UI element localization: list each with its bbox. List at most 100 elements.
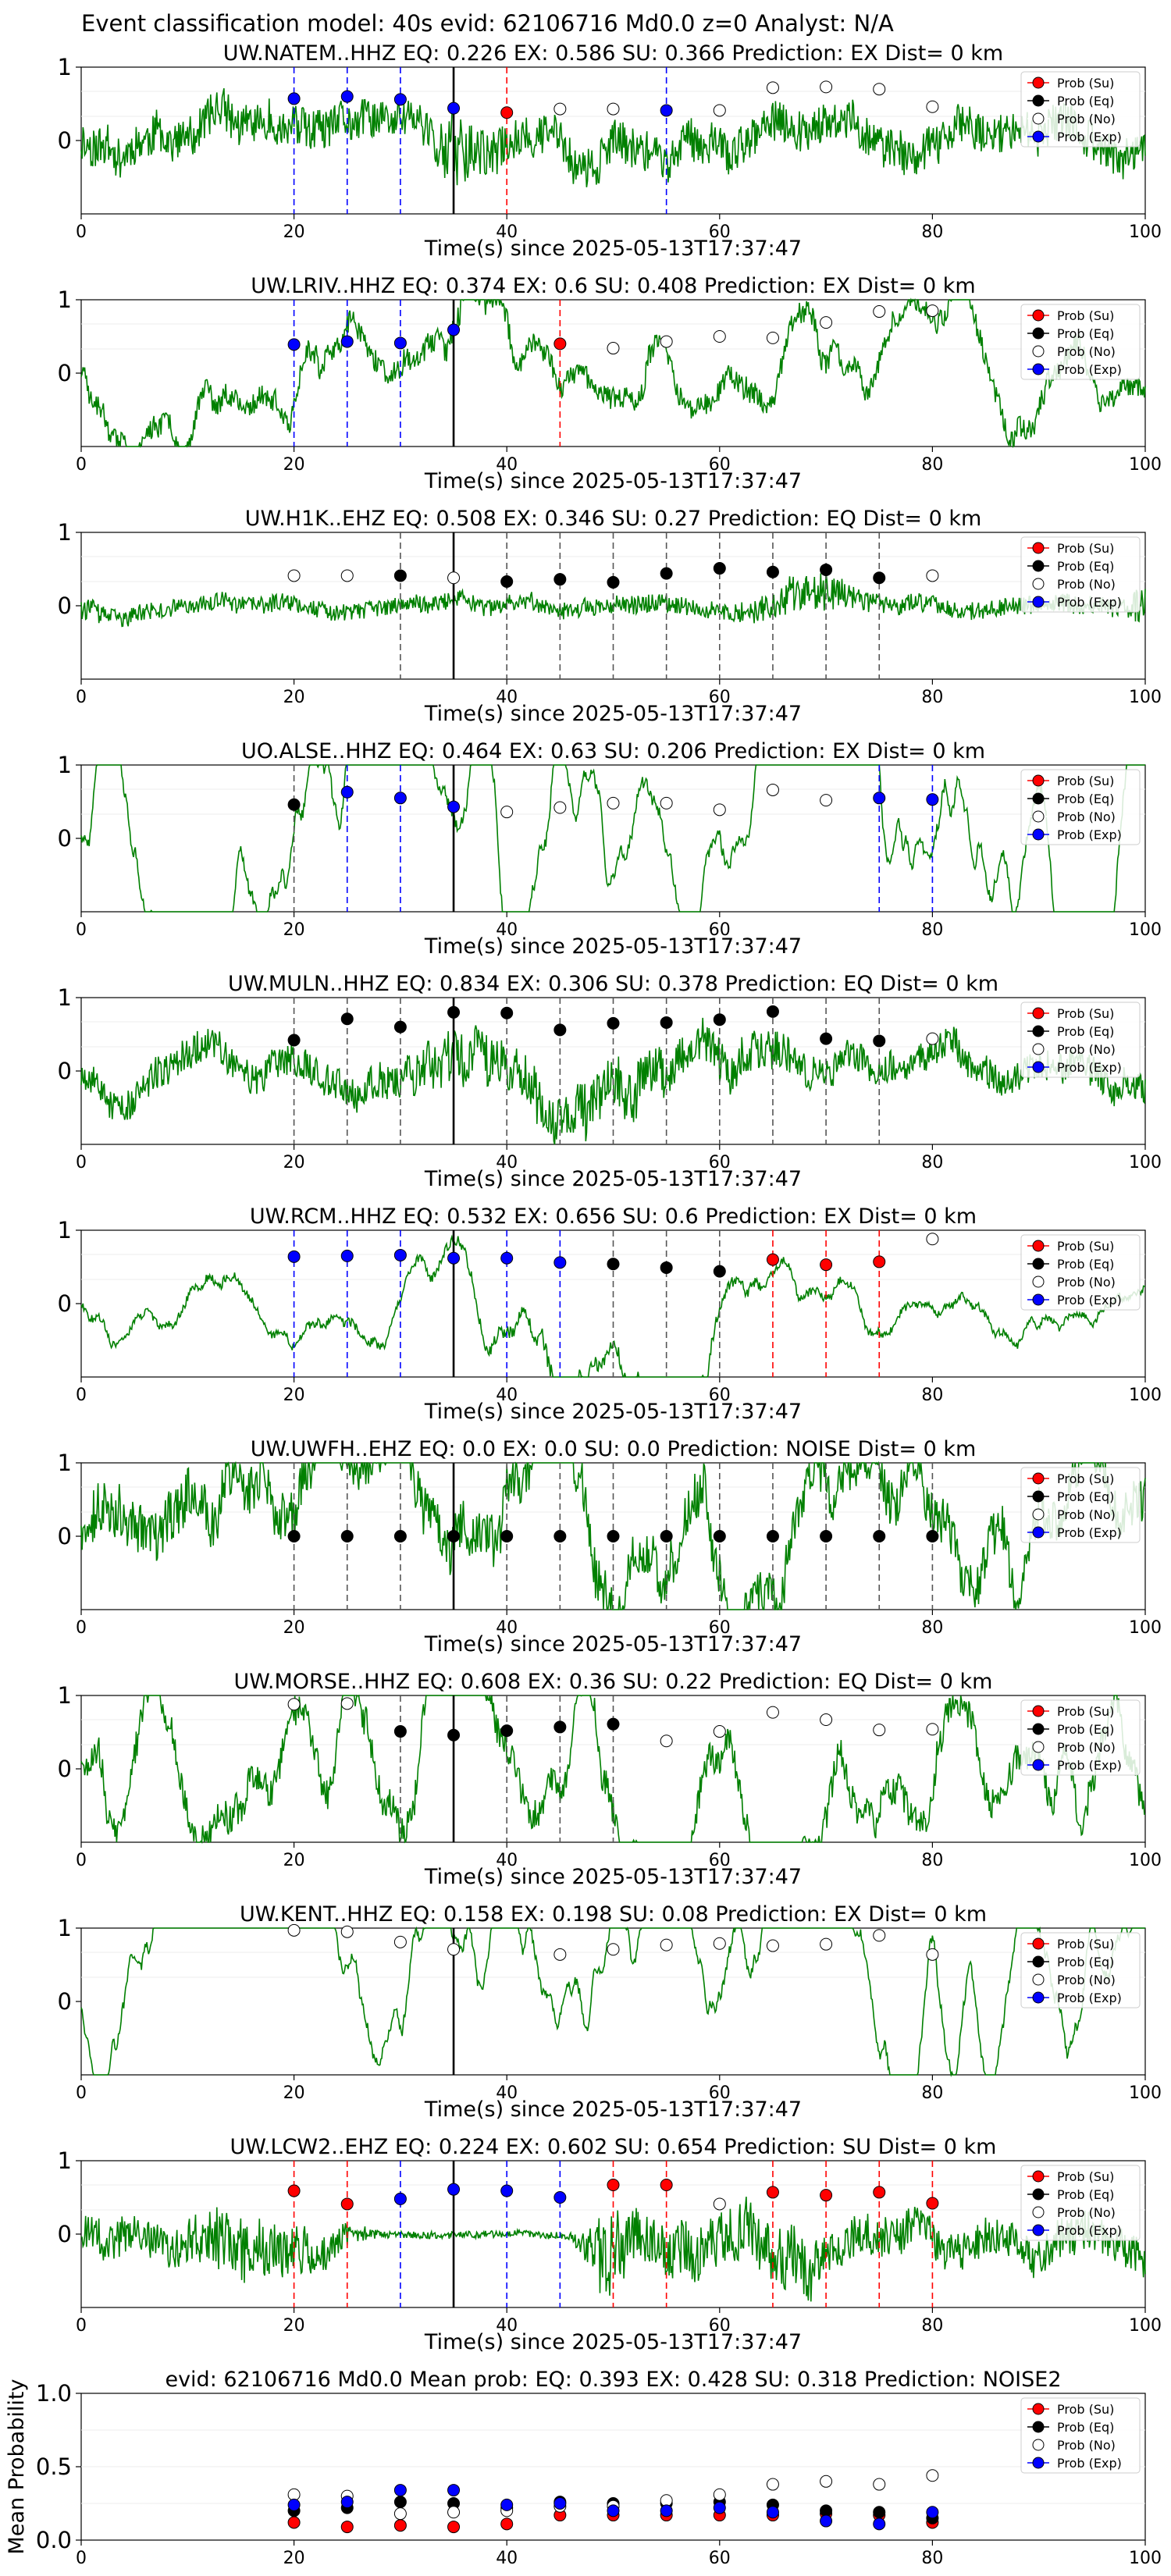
legend-label: Prob (Eq) [1057,2187,1114,2202]
prob-marker-exp [393,2192,407,2205]
mean-prob-marker-no [713,2488,726,2501]
x-tick-label: 20 [283,2083,305,2103]
prob-marker-exp [340,1249,354,1262]
x-tick-label: 0 [76,222,87,242]
legend-marker-eq [1032,2188,1045,2201]
legend-label: Prob (Exp) [1057,362,1122,377]
prob-marker-eq [607,1016,620,1030]
prob-marker-no [713,104,726,117]
legend-marker-no [1032,2206,1045,2218]
prob-marker-eq [766,1530,779,1542]
mean-prob-marker-exp [340,2496,354,2509]
prob-marker-eq [393,1725,407,1738]
panel-title: evid: 62106716 Md0.0 Mean prob: EQ: 0.39… [165,2368,1061,2392]
x-axis-label: Time(s) since 2025-05-13T17:37:47 [424,1400,802,1424]
legend: Prob (Su) Prob (Eq) Prob (No) Prob (Exp) [1020,1932,1141,2008]
legend-marker-exp [1032,1526,1045,1539]
prob-marker-no [820,794,833,807]
y-tick-label: 0 [58,127,72,154]
x-tick-label: 20 [283,222,305,242]
y-tick-label: 0 [58,1523,72,1550]
legend-box [1020,1699,1141,1776]
legend-label: Prob (No) [1057,112,1116,126]
x-tick-label: 60 [709,2316,731,2336]
prob-marker-exp [553,1256,567,1269]
legend-box [1020,2397,1141,2474]
legend-label: Prob (Exp) [1057,1060,1122,1075]
panel-8: UW.MORSE..HHZ EQ: 0.608 EX: 0.36 SU: 0.2… [58,1670,1162,1889]
prob-marker-no [607,102,620,116]
legend-label: Prob (No) [1057,1507,1116,1522]
panel-11: evid: 62106716 Md0.0 Mean prob: EQ: 0.39… [5,2368,1162,2568]
prob-marker-eq [873,1530,886,1542]
legend-marker-exp [1032,2224,1045,2236]
legend-box [1020,769,1141,845]
x-tick-label: 60 [709,2083,731,2103]
legend-marker-eq [1032,1258,1045,1270]
panel-6: UW.RCM..HHZ EQ: 0.532 EX: 0.656 SU: 0.6 … [58,1204,1162,1424]
legend-marker-eq [1032,1955,1045,1968]
prob-marker-exp [287,338,301,351]
legend-label: Prob (No) [1057,1275,1116,1290]
legend-label: Prob (Su) [1057,1471,1114,1486]
panel-title: UW.NATEM..HHZ EQ: 0.226 EX: 0.586 SU: 0.… [223,41,1003,66]
prob-marker-no [873,1929,886,1942]
legend: Prob (Su) Prob (Eq) Prob (No) Prob (Exp) [1020,769,1141,845]
prob-marker-eq [447,1005,461,1019]
x-tick-label: 80 [921,688,943,707]
figure-title: Event classification model: 40s evid: 62… [81,10,894,37]
x-tick-label: 40 [496,1618,518,1638]
x-tick-label: 100 [1129,1153,1162,1172]
y-tick-label: 0.0 [36,2527,72,2553]
prob-marker-su [873,2186,886,2199]
legend-label: Prob (Exp) [1057,2456,1122,2471]
x-tick-label: 20 [283,1153,305,1172]
x-axis-label: Time(s) since 2025-05-13T17:37:47 [424,2097,802,2122]
prob-marker-su [660,2179,673,2192]
y-tick-label: 1 [58,519,72,546]
legend-label: Prob (Eq) [1057,1024,1114,1039]
legend-box [1020,1234,1141,1311]
prob-marker-no [607,1943,620,1956]
prob-marker-exp [287,1250,301,1263]
legend-label: Prob (Su) [1057,76,1114,91]
legend-label: Prob (No) [1057,1042,1116,1057]
y-tick-label: 0 [58,592,72,619]
mean-prob-marker-exp [393,2484,407,2497]
y-tick-label: 0 [58,1756,72,1782]
legend-marker-no [1032,345,1045,358]
prob-marker-exp [447,2183,461,2196]
prob-marker-no [926,1723,939,1736]
legend-marker-su [1032,542,1045,554]
legend-label: Prob (Exp) [1057,2223,1122,2238]
prob-marker-no [500,806,514,819]
prob-marker-no [713,2197,726,2211]
panel-title: UW.KENT..HHZ EQ: 0.158 EX: 0.198 SU: 0.0… [240,1902,987,1927]
legend-marker-eq [1032,94,1045,107]
legend-marker-su [1032,1705,1045,1717]
mean-prob-marker-eq [393,2496,407,2509]
mean-prob-marker-exp [873,2517,886,2531]
legend: Prob (Su) Prob (Eq) Prob (No) Prob (Exp) [1020,1467,1141,1543]
legend-label: Prob (Exp) [1057,130,1122,144]
panel-9: UW.KENT..HHZ EQ: 0.158 EX: 0.198 SU: 0.0… [58,1902,1162,2122]
x-tick-label: 60 [709,2549,731,2568]
legend-box [1020,1932,1141,2008]
panel-2: UW.LRIV..HHZ EQ: 0.374 EX: 0.6 SU: 0.408… [58,274,1162,493]
prob-marker-no [713,1725,726,1738]
legend-label: Prob (No) [1057,1740,1116,1755]
legend-label: Prob (Eq) [1057,792,1114,806]
legend-marker-no [1032,578,1045,590]
x-tick-label: 80 [921,2083,943,2103]
prob-marker-no [820,316,833,329]
prob-marker-su [766,1253,779,1266]
prob-marker-no [447,1943,461,1956]
mean-prob-marker-exp [287,2498,301,2511]
x-axis-label: Time(s) since 2025-05-13T17:37:47 [424,934,802,959]
legend-label: Prob (Eq) [1057,1955,1114,1969]
prob-marker-eq [660,567,673,580]
panel-title: UW.LRIV..HHZ EQ: 0.374 EX: 0.6 SU: 0.408… [251,274,975,298]
prob-marker-no [766,1939,779,1952]
legend-label: Prob (Su) [1057,308,1114,323]
plot-frame [80,299,1146,447]
